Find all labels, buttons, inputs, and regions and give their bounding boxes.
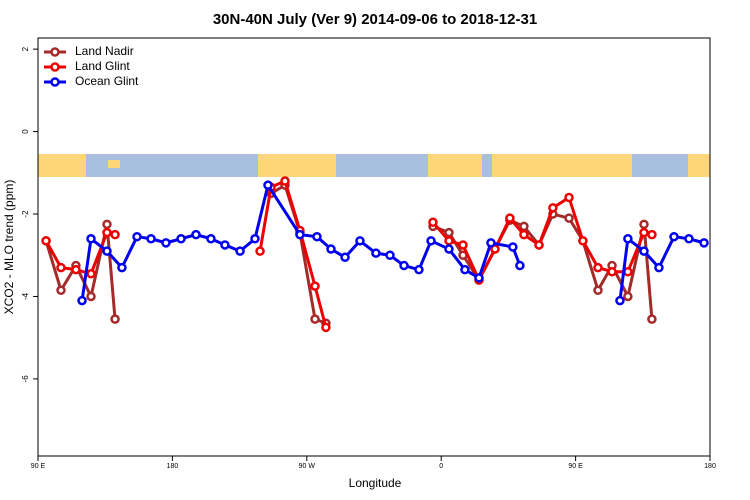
point: [110, 229, 120, 240]
point: [564, 192, 574, 203]
x-tick-label: 0: [439, 463, 443, 470]
point: [428, 217, 438, 228]
point: [326, 244, 336, 254]
point: [220, 240, 230, 250]
point: [86, 269, 96, 279]
map-strip: [38, 154, 710, 177]
point: [41, 236, 51, 246]
point: [295, 229, 305, 240]
y-axis-label: XCO2 - MLO trend (ppm): [2, 180, 16, 315]
point: [654, 262, 664, 273]
point: [684, 234, 694, 244]
point: [255, 246, 265, 256]
point: [235, 246, 245, 256]
point: [623, 291, 633, 302]
x-tick-label: 90 E: [31, 463, 46, 470]
legend-marker: [50, 62, 60, 72]
point: [110, 314, 120, 324]
point: [519, 229, 529, 240]
point: [623, 234, 633, 244]
chart-title: 30N-40N July (Ver 9) 2014-09-06 to 2018-…: [213, 11, 537, 28]
point: [250, 234, 260, 244]
point: [486, 238, 496, 248]
point: [161, 238, 171, 248]
point: [490, 244, 500, 254]
point: [578, 236, 588, 246]
point: [86, 291, 96, 302]
point: [548, 203, 558, 213]
point: [639, 219, 649, 230]
point: [414, 264, 424, 275]
point: [176, 234, 186, 244]
point: [615, 295, 625, 306]
point: [593, 285, 603, 296]
point: [444, 244, 454, 254]
point: [508, 242, 518, 252]
point: [340, 252, 350, 263]
y-tick-label: -2: [21, 210, 30, 218]
point: [474, 273, 484, 283]
point: [312, 231, 322, 242]
point: [310, 281, 320, 291]
y-tick-label: -6: [21, 375, 30, 383]
point: [639, 227, 649, 238]
point: [77, 295, 87, 306]
legend-label: Land Nadir: [75, 44, 134, 58]
point: [647, 229, 657, 240]
point: [102, 227, 112, 238]
point: [385, 250, 395, 260]
point: [444, 236, 454, 246]
point: [56, 262, 66, 273]
point: [321, 322, 331, 333]
y-tick-label: -4: [21, 292, 30, 300]
point: [460, 264, 470, 275]
point: [699, 238, 709, 248]
y-tick-label: 0: [21, 129, 30, 134]
plot-frame: [37, 37, 711, 457]
y-tick-label: 2: [21, 46, 30, 51]
point: [117, 262, 127, 273]
point: [669, 231, 679, 242]
point: [458, 240, 468, 250]
legend-label: Ocean Glint: [75, 74, 139, 88]
point: [132, 231, 142, 242]
point: [56, 285, 66, 296]
point: [102, 246, 112, 256]
point: [71, 264, 81, 275]
point: [647, 314, 657, 324]
x-tick-label: 90 E: [568, 463, 583, 470]
point: [102, 219, 112, 230]
x-axis-label: Longitude: [349, 476, 402, 490]
point: [444, 227, 454, 238]
point: [505, 213, 515, 223]
point: [534, 240, 544, 250]
point: [426, 236, 436, 246]
legend-label: Land Glint: [75, 59, 130, 73]
point: [86, 234, 96, 244]
x-tick-label: 180: [167, 463, 179, 470]
series-line: [80, 183, 705, 301]
point: [371, 248, 381, 258]
point: [607, 266, 617, 277]
point: [355, 236, 365, 246]
legend-marker: [50, 47, 60, 57]
point: [280, 176, 290, 186]
point: [310, 314, 320, 324]
point: [206, 234, 216, 244]
point: [593, 262, 603, 273]
point: [146, 234, 156, 244]
legend-marker: [50, 77, 60, 87]
point: [515, 260, 525, 271]
point: [263, 180, 273, 190]
point: [564, 213, 574, 223]
point: [399, 260, 409, 271]
x-tick-label: 180: [704, 463, 716, 470]
point: [639, 246, 649, 256]
point: [519, 221, 529, 232]
point: [191, 229, 201, 240]
x-tick-label: 90 W: [299, 463, 316, 470]
